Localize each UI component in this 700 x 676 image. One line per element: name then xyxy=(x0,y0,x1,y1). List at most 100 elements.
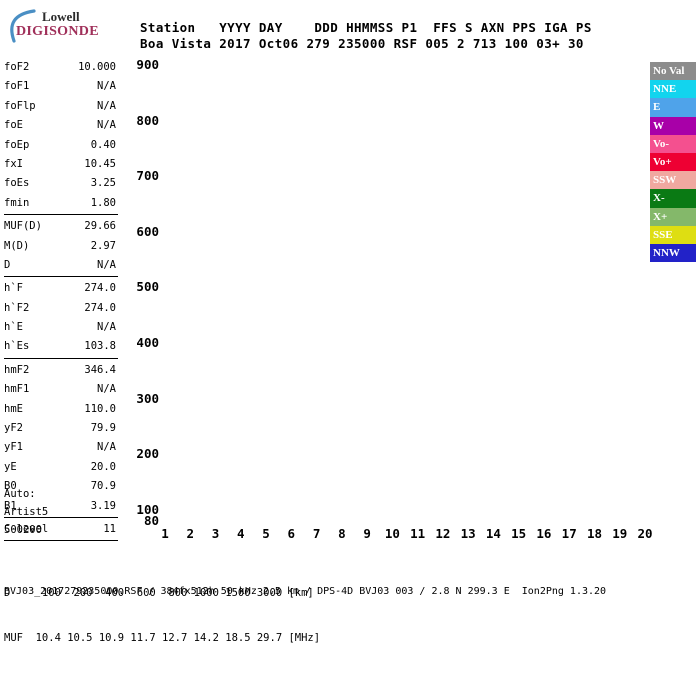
logo-digisonde-text: DIGISONDE xyxy=(16,24,99,39)
x-tick-label: 11 xyxy=(410,526,426,541)
x-tick-label: 10 xyxy=(384,526,400,541)
legend-item-nne[interactable]: NNE xyxy=(650,80,696,99)
footer-filename: BVJ03_2017279235000.RSF / 384fx512h 50 k… xyxy=(4,586,607,597)
parameter-key: hmE xyxy=(4,402,23,415)
y-tick-label: 500 xyxy=(136,279,159,295)
parameter-row: foF1 N/A xyxy=(2,77,120,96)
legend-item-x[interactable]: X- xyxy=(650,189,696,208)
y-tick-label: 300 xyxy=(136,390,159,406)
parameter-value: N/A xyxy=(97,321,116,334)
logo-lowell-text: Lowell xyxy=(42,9,80,24)
parameter-separator xyxy=(4,540,118,542)
station-header-values: Boa Vista 2017 Oct06 279 235000 RSF 005 … xyxy=(140,36,584,51)
logo-arc-icon xyxy=(10,9,36,43)
legend-item-vo[interactable]: Vo- xyxy=(650,134,696,153)
parameter-row: foE N/A xyxy=(2,116,120,135)
x-tick-label: 4 xyxy=(237,526,245,541)
parameter-key: fmin xyxy=(4,196,30,209)
parameter-value: 274.0 xyxy=(84,282,116,295)
parameter-key: h`F2 xyxy=(4,301,30,314)
parameter-value: 346.4 xyxy=(84,363,116,376)
y-tick-label: 800 xyxy=(136,112,159,128)
x-tick-label: 12 xyxy=(435,526,451,541)
legend-item-sse[interactable]: SSE xyxy=(650,225,696,244)
parameter-key: foEs xyxy=(4,177,30,190)
legend-item-vo[interactable]: Vo+ xyxy=(650,152,696,172)
parameter-value: N/A xyxy=(97,119,116,132)
parameter-row: C-level 11 xyxy=(2,520,120,539)
station-header: Station YYYY DAY DDD HHMMSS P1 FFS S AXN… xyxy=(140,20,592,52)
parameter-separator xyxy=(4,357,118,359)
parameter-row: D N/A xyxy=(2,256,120,275)
parameter-value: N/A xyxy=(97,80,116,93)
parameter-key: h`Es xyxy=(4,340,30,353)
auto-line: Auto: xyxy=(4,488,36,500)
parameter-row: fmin 1.80 xyxy=(2,194,120,213)
x-tick-label: 16 xyxy=(536,526,552,541)
parameter-row: yF2 79.9 xyxy=(2,419,120,438)
parameter-value: 103.8 xyxy=(84,340,116,353)
parameter-value: 0.40 xyxy=(90,138,116,151)
lowell-digisonde-logo: Lowell DIGISONDE xyxy=(4,8,124,44)
auto-line: Artist5 xyxy=(4,506,49,518)
parameter-row: B1 3.19 xyxy=(2,497,120,516)
parameter-key: B0 xyxy=(4,480,17,493)
parameter-row: foEp 0.40 xyxy=(2,136,120,155)
legend-item-e[interactable]: E xyxy=(650,98,696,117)
parameter-value: 274.0 xyxy=(84,301,116,314)
parameter-key: foF2 xyxy=(4,61,30,73)
auto-line: 500200 xyxy=(4,524,42,536)
parameter-value: N/A xyxy=(97,258,116,271)
x-tick-label: 6 xyxy=(287,526,296,541)
x-tick-label: 7 xyxy=(312,526,321,541)
x-tick-label: 9 xyxy=(363,526,371,541)
parameter-value: 79.9 xyxy=(90,422,116,435)
y-tick-label: 900 xyxy=(136,57,159,72)
parameter-value: 2.97 xyxy=(90,239,116,252)
parameter-row: h`Es 103.8 xyxy=(2,337,120,356)
parameter-value: N/A xyxy=(97,99,116,112)
legend-item-x[interactable]: X+ xyxy=(650,207,696,226)
x-tick-label: 2 xyxy=(186,526,195,541)
x-tick-label: 18 xyxy=(586,526,602,541)
parameter-value: 29.66 xyxy=(84,220,116,233)
parameter-separator xyxy=(4,214,118,216)
parameter-value: N/A xyxy=(97,383,116,396)
parameter-row: fxI 10.45 xyxy=(2,155,120,174)
x-tick-label: 1 xyxy=(161,526,169,541)
x-tick-label: 8 xyxy=(338,526,346,541)
parameter-value: 20.0 xyxy=(90,460,116,473)
legend-item-no-val[interactable]: No Val xyxy=(650,62,696,81)
parameter-value: 11 xyxy=(103,522,116,535)
parameter-value: 10.45 xyxy=(84,157,116,170)
parameter-key: B1 xyxy=(4,499,17,512)
plot-background xyxy=(165,64,645,520)
auto-scaling-info: Auto: Artist5 500200 xyxy=(4,485,48,539)
ionogram-plot[interactable] xyxy=(164,63,646,522)
ionogram-page: Lowell DIGISONDE Station YYYY DAY DDD HH… xyxy=(2,8,696,644)
parameter-key: h`E xyxy=(4,321,23,334)
parameter-key: yF2 xyxy=(4,422,23,435)
parameter-value: 3.25 xyxy=(90,177,116,190)
parameter-row: B0 70.9 xyxy=(2,477,120,496)
legend-item-ssw[interactable]: SSW xyxy=(650,171,696,190)
parameter-key: fxI xyxy=(4,157,23,170)
parameter-row: foEs 3.25 xyxy=(2,174,120,193)
legend-item-nnw[interactable]: NNW xyxy=(650,243,696,263)
x-tick-label: 20 xyxy=(637,526,653,541)
parameter-key: yF1 xyxy=(4,441,23,454)
direction-legend[interactable]: No Val NNE E W Vo- Vo+ SSW X- X+ SSE NNW xyxy=(650,62,696,263)
x-tick-label: 13 xyxy=(460,526,476,541)
x-tick-label: 5 xyxy=(262,526,270,541)
y-tick-label: 400 xyxy=(136,335,159,351)
parameter-key: foF1 xyxy=(4,80,30,93)
y-tick-label: 700 xyxy=(136,168,159,184)
parameter-key: foEp xyxy=(4,138,30,151)
footer-tables: D 100 200 400 600 800 1000 1500 3000 [km… xyxy=(4,556,320,676)
footer-distance-row: D 100 200 400 600 800 1000 1500 3000 [km… xyxy=(4,587,314,599)
y-tick-label: 200 xyxy=(136,446,159,462)
y-tick-label: 80 xyxy=(143,513,159,528)
parameter-panel: foF2 10.000 foF1 N/A foFlp N/A foE N/A foEp 0.40 f… xyxy=(2,58,120,543)
legend-item-w[interactable]: W xyxy=(650,116,696,135)
parameter-value: 3.19 xyxy=(90,499,116,512)
